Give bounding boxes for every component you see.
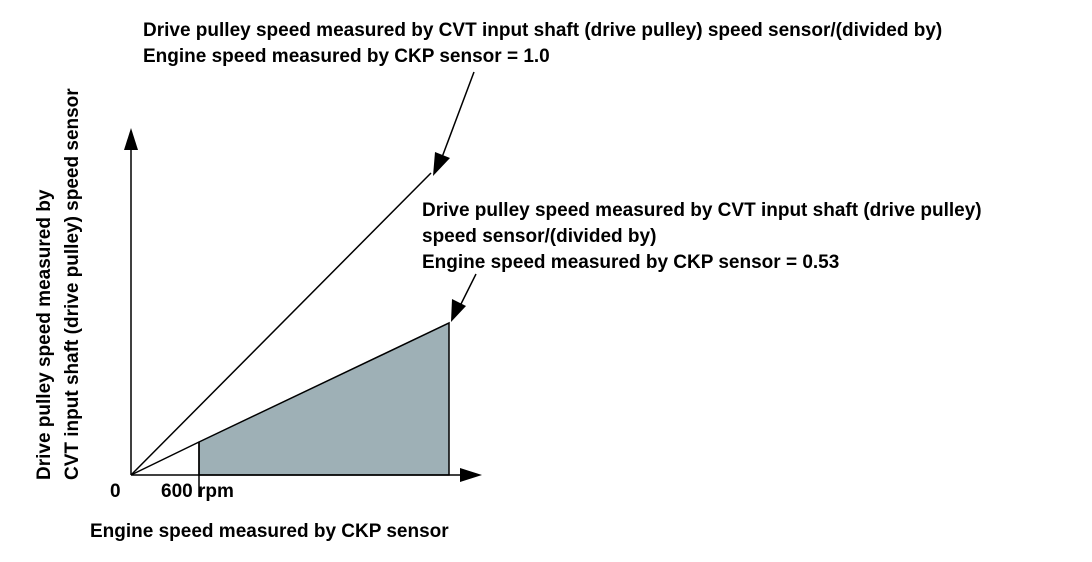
x-tick-label-600-rpm: 600 rpm [161,481,234,502]
pointer-arrow-ratio-1-0 [440,71,475,161]
annotation-ratio-1-0-line1: Drive pulley speed measured by CVT input… [143,20,942,41]
pointer-arrowhead-ratio-0-53 [451,299,466,322]
origin-label: 0 [110,481,121,502]
ratio-0-53-region [198,321,450,476]
y-axis-arrowhead [124,128,138,150]
ratio-1-0-line [130,172,432,476]
y-axis-label-line2: CVT input shaft (drive pulley) speed sen… [62,88,83,480]
ratio-0-53-line [130,441,200,476]
pointer-arrow-ratio-0-53 [459,273,477,307]
annotation-ratio-0-53-line3: Engine speed measured by CKP sensor = 0.… [422,252,839,273]
annotation-ratio-1-0-line2: Engine speed measured by CKP sensor = 1.… [143,46,550,67]
pointer-arrowhead-ratio-1-0 [433,152,450,176]
x-axis-label: Engine speed measured by CKP sensor [90,521,449,542]
annotation-ratio-0-53-line2: speed sensor/(divided by) [422,226,656,247]
x-axis-arrowhead [460,468,482,482]
y-axis-label-line1: Drive pulley speed measured by [34,189,55,480]
annotation-ratio-0-53-line1: Drive pulley speed measured by CVT input… [422,200,982,221]
